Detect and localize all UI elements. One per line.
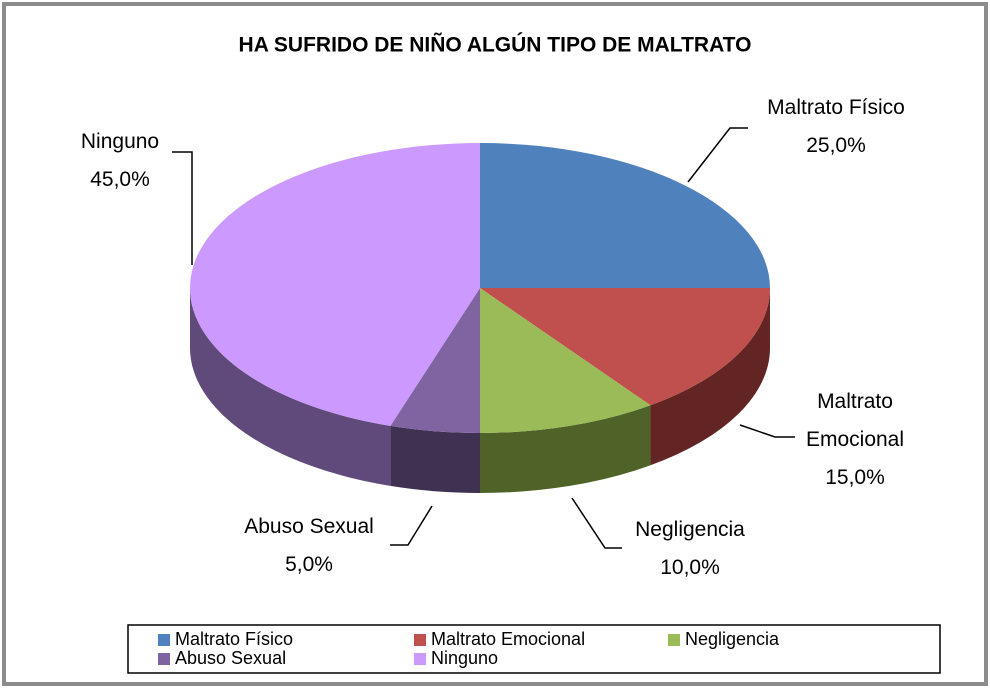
leader-line: [687, 127, 748, 183]
pie-side: [480, 405, 651, 493]
pie-slice: [189, 143, 480, 426]
data-label: Ninguno 45,0%: [81, 123, 159, 199]
pie-slice: [480, 143, 770, 288]
label-value: 25,0%: [806, 134, 866, 157]
data-label: Maltrato Físico 25,0%: [767, 89, 905, 165]
label-value: 10,0%: [660, 556, 720, 579]
legend-box: [127, 624, 941, 674]
pie-slice: [390, 288, 480, 433]
label-category: Abuso Sexual: [244, 515, 374, 538]
leader-line: [571, 497, 622, 549]
pie-side: [650, 288, 770, 466]
legend-swatch: [414, 634, 426, 646]
legend-label: Maltrato Físico: [175, 629, 293, 649]
leader-line: [390, 505, 433, 546]
data-label: Negligencia 10,0%: [635, 511, 745, 587]
pie-slice: [480, 288, 651, 433]
leader-line: [739, 424, 795, 438]
label-category: Negligencia: [635, 518, 745, 541]
label-value: 15,0%: [825, 466, 885, 489]
legend-label: Negligencia: [685, 629, 780, 649]
legend-label: Abuso Sexual: [175, 648, 286, 668]
legend-swatch: [158, 653, 170, 665]
label-value: 45,0%: [90, 168, 150, 191]
label-category: Maltrato Emocional: [805, 390, 905, 451]
data-label: Abuso Sexual 5,0%: [244, 508, 374, 584]
label-value: 5,0%: [285, 553, 333, 576]
legend-swatch: [158, 634, 170, 646]
pie-slice: [480, 288, 770, 406]
label-category: Maltrato Físico: [767, 96, 905, 119]
legend-swatch: [668, 634, 680, 646]
legend-label: Maltrato Emocional: [431, 629, 585, 649]
leader-line: [172, 151, 193, 265]
chart-title: HA SUFRIDO DE NIÑO ALGÚN TIPO DE MALTRAT…: [239, 33, 752, 57]
label-category: Ninguno: [80, 130, 160, 153]
legend-swatch: [414, 653, 426, 665]
pie-side: [390, 425, 480, 493]
pie-side: [190, 288, 391, 486]
legend-label: Ninguno: [431, 648, 498, 668]
data-label: Maltrato Emocional 15,0%: [795, 383, 915, 497]
